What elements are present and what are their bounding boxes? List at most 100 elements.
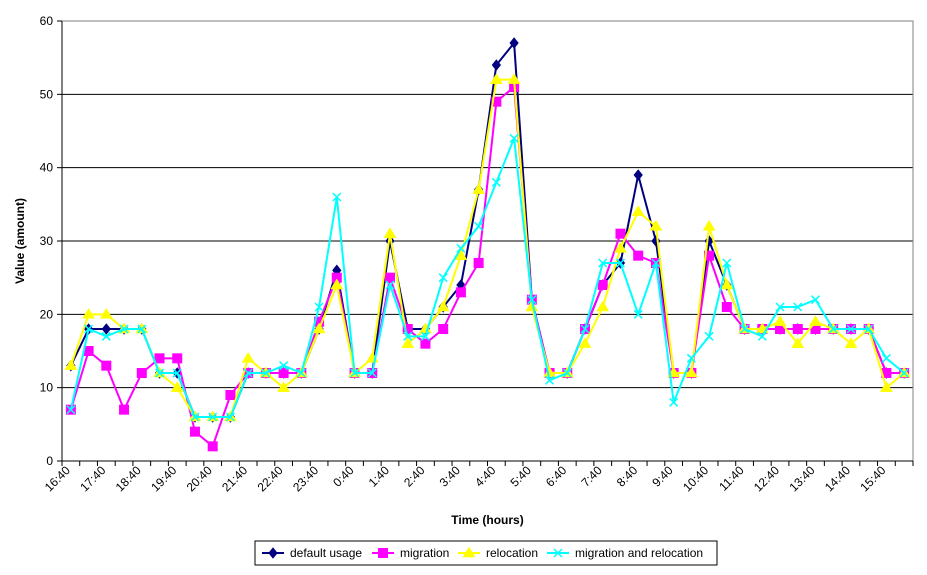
legend-item: migration bbox=[372, 546, 449, 560]
data-point bbox=[864, 324, 874, 334]
x-tick-label: 6:40 bbox=[543, 463, 570, 490]
data-point bbox=[792, 324, 803, 334]
x-tick-label: 13:40 bbox=[786, 463, 817, 494]
data-point bbox=[684, 366, 698, 378]
data-point bbox=[669, 397, 679, 407]
data-point bbox=[385, 280, 395, 290]
x-tick-label: 4:40 bbox=[472, 463, 499, 490]
series-layer bbox=[64, 37, 911, 452]
data-point bbox=[472, 183, 486, 194]
data-point bbox=[190, 412, 200, 422]
data-point bbox=[384, 272, 395, 283]
data-point bbox=[225, 412, 235, 422]
data-point bbox=[172, 353, 183, 364]
legend-item: relocation bbox=[458, 546, 538, 560]
data-point bbox=[775, 302, 785, 312]
data-point bbox=[881, 353, 891, 363]
legend: default usage migration relocation migratio… bbox=[254, 540, 718, 566]
data-point bbox=[704, 331, 714, 341]
data-point bbox=[189, 426, 200, 437]
y-tick-label: 40 bbox=[40, 161, 54, 175]
x-tick-label: 19:40 bbox=[148, 463, 179, 494]
data-point bbox=[101, 331, 111, 341]
data-point bbox=[279, 361, 289, 371]
data-point bbox=[207, 441, 218, 452]
data-point bbox=[578, 337, 592, 348]
data-point bbox=[580, 324, 590, 334]
data-point bbox=[793, 302, 803, 312]
legend-item: default usage bbox=[262, 546, 362, 560]
legend-label: default usage bbox=[290, 546, 362, 560]
data-point bbox=[420, 331, 430, 341]
data-point bbox=[438, 324, 449, 334]
x-tick-label: 10:40 bbox=[680, 463, 711, 494]
data-point bbox=[828, 324, 838, 334]
data-point bbox=[598, 258, 608, 268]
data-point bbox=[791, 337, 805, 348]
data-point bbox=[649, 219, 663, 231]
x-tick-label: 22:40 bbox=[255, 463, 286, 494]
data-point bbox=[154, 353, 165, 364]
x-axis-title: Time (hours) bbox=[451, 513, 523, 527]
data-point bbox=[844, 337, 858, 348]
x-tick-label: 23:40 bbox=[290, 463, 321, 494]
data-point bbox=[899, 368, 909, 378]
data-point bbox=[99, 307, 113, 319]
data-point bbox=[136, 368, 147, 378]
data-point bbox=[119, 324, 129, 334]
x-tick-label: 9:40 bbox=[649, 463, 676, 490]
x-tick-label: 8:40 bbox=[614, 463, 641, 490]
data-point bbox=[509, 133, 519, 143]
data-point bbox=[438, 273, 448, 283]
data-point bbox=[740, 324, 750, 334]
data-point bbox=[243, 368, 253, 378]
data-point bbox=[170, 381, 184, 392]
data-point bbox=[562, 368, 572, 378]
data-point bbox=[527, 295, 537, 305]
x-tick-label: 20:40 bbox=[184, 463, 215, 494]
x-tick-label: 1:40 bbox=[366, 463, 393, 490]
data-point bbox=[277, 381, 291, 392]
data-point bbox=[614, 241, 627, 253]
data-point bbox=[154, 368, 165, 378]
data-point bbox=[314, 302, 324, 312]
data-point bbox=[420, 338, 431, 349]
data-point bbox=[401, 337, 415, 348]
x-tick-label: 14:40 bbox=[822, 463, 853, 494]
data-point bbox=[474, 221, 484, 231]
x-tick-label: 3:40 bbox=[437, 463, 464, 490]
data-point bbox=[436, 300, 450, 312]
y-tick-label: 20 bbox=[40, 307, 54, 321]
data-point bbox=[241, 351, 255, 363]
y-tick-label: 50 bbox=[40, 87, 54, 101]
data-point bbox=[615, 258, 625, 268]
data-point bbox=[332, 192, 342, 202]
data-point bbox=[296, 368, 306, 378]
data-point bbox=[810, 295, 821, 305]
legend-marker bbox=[378, 548, 388, 558]
data-point bbox=[491, 177, 501, 187]
legend-marker bbox=[268, 547, 278, 559]
series-default-usage bbox=[66, 37, 909, 423]
data-point bbox=[208, 412, 218, 422]
data-point bbox=[101, 323, 111, 335]
data-point bbox=[525, 300, 539, 312]
data-point bbox=[119, 404, 130, 415]
x-tick-label: 2:40 bbox=[401, 463, 428, 490]
data-point bbox=[597, 280, 608, 290]
data-point bbox=[596, 300, 610, 312]
y-tick-label: 10 bbox=[40, 381, 54, 395]
data-point bbox=[686, 353, 696, 363]
data-point bbox=[350, 368, 360, 378]
data-point bbox=[101, 360, 112, 371]
y-axis-title: Value (amount) bbox=[13, 198, 27, 284]
data-point bbox=[312, 322, 326, 334]
data-point bbox=[225, 390, 236, 400]
x-tick-label: 21:40 bbox=[219, 463, 250, 494]
data-point bbox=[383, 227, 397, 238]
data-point bbox=[489, 73, 503, 84]
data-point bbox=[473, 258, 484, 268]
data-point bbox=[82, 307, 96, 319]
